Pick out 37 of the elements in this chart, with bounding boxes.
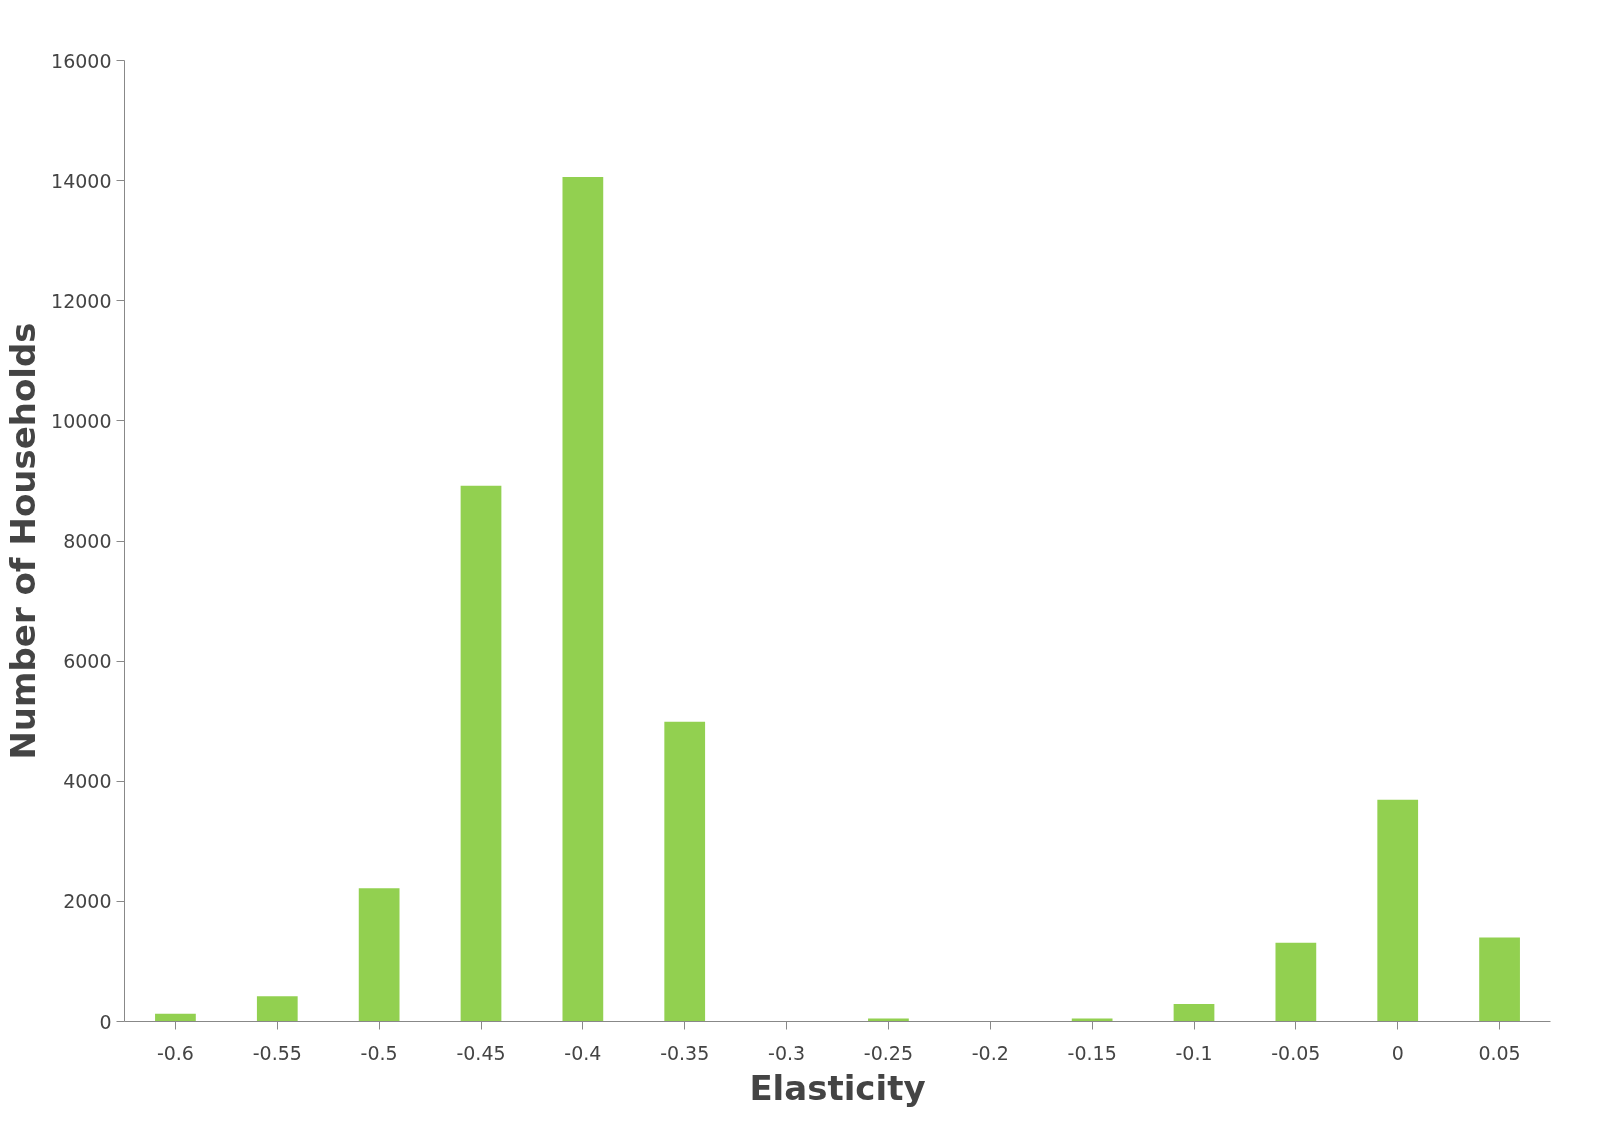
y-tick-label: 10000	[51, 409, 112, 432]
x-axis-title: Elasticity	[749, 1067, 926, 1108]
y-tick-label: 2000	[63, 890, 112, 913]
x-tick-label: -0.15	[1067, 1041, 1117, 1064]
bar	[664, 721, 706, 1022]
bar	[358, 888, 400, 1022]
x-tick-label: -0.55	[252, 1041, 302, 1064]
x-tick-label: -0.25	[863, 1041, 914, 1064]
x-tick-label: -0.45	[456, 1041, 506, 1064]
y-axis-title: Number of Households	[3, 322, 44, 760]
x-tick-label: -0.2	[971, 1041, 1009, 1064]
x-tick-label: -0.35	[660, 1041, 710, 1064]
x-tick-label: -0.3	[768, 1041, 806, 1064]
y-tick-label: 8000	[63, 530, 112, 552]
bar	[1173, 1004, 1215, 1022]
y-tick-label: 16000	[51, 49, 112, 72]
bar	[1479, 937, 1520, 1022]
bar	[155, 1013, 196, 1022]
bar	[256, 996, 298, 1022]
x-tick-label: -0.5	[360, 1041, 398, 1064]
x-tick-label: 0.05	[1478, 1041, 1521, 1064]
bar	[868, 1018, 909, 1022]
y-tick-label: 6000	[63, 650, 112, 673]
x-tick-label: -0.6	[156, 1041, 194, 1064]
y-tick-label: 12000	[51, 289, 112, 312]
bar	[1275, 942, 1317, 1022]
bar	[1071, 1018, 1113, 1022]
x-tick-label: -0.4	[564, 1041, 602, 1064]
bar	[460, 485, 502, 1022]
y-tick-label: 0	[99, 1010, 112, 1033]
x-tick-label: -0.1	[1175, 1041, 1213, 1064]
x-tick-label: -0.05	[1271, 1041, 1321, 1064]
y-tick-label: 14000	[51, 169, 112, 192]
x-tick-label: 0	[1391, 1041, 1404, 1064]
bar	[562, 177, 604, 1022]
y-tick-label: 4000	[63, 770, 112, 793]
bar	[1377, 799, 1419, 1022]
